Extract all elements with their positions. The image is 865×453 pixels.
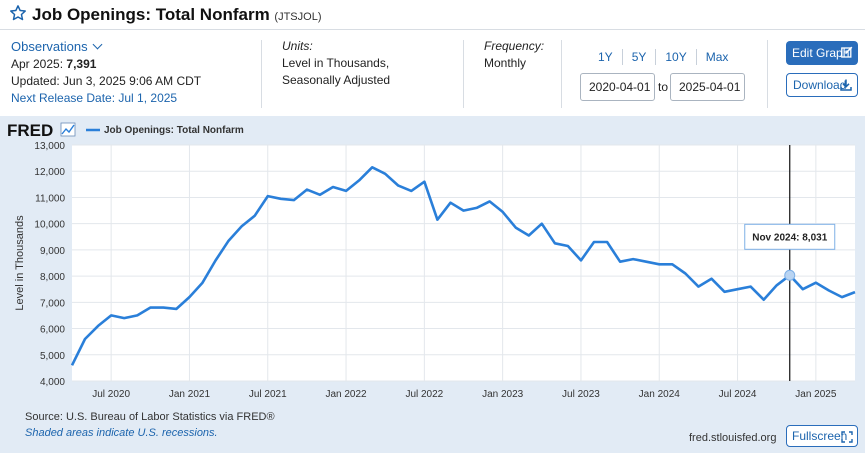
x-tick-label: Jul 2022 <box>405 389 443 400</box>
y-tick-label: 4,000 <box>40 377 65 388</box>
latest-value: 7,391 <box>66 57 97 71</box>
range-button-max[interactable]: Max <box>695 49 738 65</box>
range-button-1y[interactable]: 1Y <box>598 50 613 64</box>
edit-graph-button[interactable]: Edit Graph <box>786 41 858 65</box>
y-axis-label: Level in Thousands <box>14 215 26 311</box>
units-line2: Seasonally Adjusted <box>282 73 391 87</box>
latest-observation: Apr 2025: 7,391 <box>11 56 201 73</box>
x-tick-label: Jan 2024 <box>639 389 681 400</box>
y-tick-label: 12,000 <box>34 167 65 178</box>
observations-label[interactable]: Observations <box>11 39 88 54</box>
series-id: (JTSJOL) <box>274 11 322 23</box>
y-tick-label: 6,000 <box>40 325 65 336</box>
y-tick-label: 9,000 <box>40 246 65 257</box>
download-label: Download <box>793 78 847 92</box>
x-tick-label: Jul 2020 <box>92 389 130 400</box>
tooltip-value: 8,031 <box>802 232 827 243</box>
y-tick-label: 10,000 <box>34 220 65 231</box>
fullscreen-icon <box>841 431 853 443</box>
chart-logo-line <box>61 124 75 135</box>
page-title: Job Openings: Total Nonfarm (JTSJOL) <box>32 5 321 25</box>
chart-logo-icon <box>60 122 76 137</box>
y-axis: 4,000 5,000 6,000 7,000 8,000 9,000 10,000 11,0… <box>34 141 65 388</box>
units-label: Units: <box>282 39 313 53</box>
edit-graph-label: Edit Graph <box>792 46 850 60</box>
start-date-input[interactable]: 2020-04-01 <box>580 73 655 101</box>
series-line[interactable] <box>70 165 856 366</box>
chevron-down-icon[interactable] <box>92 39 103 50</box>
tooltip-box <box>744 223 836 250</box>
x-tick-label: Jul 2024 <box>719 389 757 400</box>
frequency-label: Frequency: <box>484 39 545 53</box>
divider <box>463 40 464 108</box>
series-metadata: Observations Apr 2025: 7,391 Updated: Ju… <box>0 30 865 116</box>
fred-logo: FRED <box>7 121 76 140</box>
range-button-10y[interactable]: 10Y <box>655 49 695 65</box>
end-date-input[interactable]: 2025-04-01 <box>670 73 745 101</box>
y-tick-label: 5,000 <box>40 351 65 362</box>
updated-date: Updated: Jun 3, 2025 9:06 AM CDT <box>11 74 202 88</box>
divider <box>561 40 562 108</box>
range-buttons: 1Y 5Y 10Y Max <box>589 49 737 65</box>
highlight-point[interactable] <box>784 269 796 281</box>
x-tick-label: Jul 2021 <box>249 389 287 400</box>
x-tick-label: Jul 2023 <box>562 389 600 400</box>
series <box>70 165 856 366</box>
x-tick-label: Jan 2023 <box>482 389 524 400</box>
x-tick-label: Jan 2021 <box>169 389 211 400</box>
divider <box>261 40 262 108</box>
y-tick-label: 8,000 <box>40 272 65 283</box>
star-outline-icon[interactable] <box>9 4 27 22</box>
frequency-value: Monthly <box>484 56 527 70</box>
chart-legend: Job Openings: Total Nonfarm <box>86 125 244 136</box>
title-bar: Job Openings: Total Nonfarm (JTSJOL) <box>0 0 865 30</box>
observations-dropdown[interactable]: Observations <box>11 38 201 56</box>
x-tick-label: Jan 2022 <box>325 389 367 400</box>
series-title: Job Openings: Total Nonfarm <box>32 5 270 24</box>
x-axis: Jul 2020 Jan 2021 Jul 2021 Jan 2022 Jul 2022… <box>92 389 837 400</box>
x-tick-label: Jan 2025 <box>795 389 837 400</box>
grid <box>72 144 855 382</box>
recession-note[interactable]: Shaded areas indicate U.S. recessions. <box>25 427 218 439</box>
units-line1: Level in Thousands, <box>282 56 390 70</box>
edit-icon <box>841 46 853 58</box>
range-button-5y[interactable]: 5Y <box>621 49 656 65</box>
legend-label: Job Openings: Total Nonfarm <box>104 125 244 136</box>
latest-date: Apr 2025: <box>11 57 64 71</box>
fred-logo-text: FRED <box>7 121 53 140</box>
frequency-column: Frequency: Monthly <box>484 38 544 72</box>
download-icon <box>840 79 852 91</box>
tooltip-date: Nov 2024: <box>752 232 802 243</box>
units-column: Units: Level in Thousands, Seasonally Ad… <box>282 38 390 89</box>
y-tick-label: 13,000 <box>34 141 65 152</box>
line-chart[interactable]: FRED Job Openings: Total Nonfarm Jul 202… <box>0 116 865 453</box>
observations-column: Observations Apr 2025: 7,391 Updated: Ju… <box>11 38 201 107</box>
date-range-to-label: to <box>658 80 669 94</box>
plot-area <box>72 145 855 381</box>
tooltip-text: Nov 2024: 8,031 <box>752 232 827 243</box>
y-tick-label: 11,000 <box>35 193 65 204</box>
fullscreen-label: Fullscreen <box>792 429 848 443</box>
site-url: fred.stlouisfed.org <box>689 432 777 444</box>
next-release-link[interactable]: Next Release Date: Jul 1, 2025 <box>11 91 178 105</box>
download-button[interactable]: Download <box>786 73 858 97</box>
divider <box>767 40 768 108</box>
y-tick-label: 7,000 <box>40 298 65 309</box>
annotation: Nov 2024: 8,031 <box>744 145 836 381</box>
fullscreen-button[interactable]: Fullscreen <box>786 425 858 447</box>
chart-panel: FRED Job Openings: Total Nonfarm Jul 202… <box>0 116 865 453</box>
source-text: Source: U.S. Bureau of Labor Statistics … <box>25 411 275 423</box>
